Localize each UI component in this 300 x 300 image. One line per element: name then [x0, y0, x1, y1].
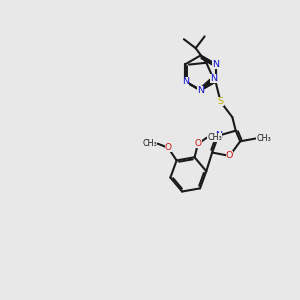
- Text: N: N: [215, 131, 222, 140]
- Text: N: N: [212, 60, 219, 69]
- Text: O: O: [226, 152, 233, 160]
- Text: CH₃: CH₃: [207, 133, 222, 142]
- Text: N: N: [182, 77, 189, 86]
- Text: CH₃: CH₃: [256, 134, 271, 143]
- Text: O: O: [165, 143, 172, 152]
- Text: S: S: [218, 97, 224, 106]
- Text: O: O: [194, 139, 201, 148]
- Text: CH₃: CH₃: [142, 139, 157, 148]
- Text: N: N: [210, 74, 217, 83]
- Text: N: N: [197, 86, 204, 95]
